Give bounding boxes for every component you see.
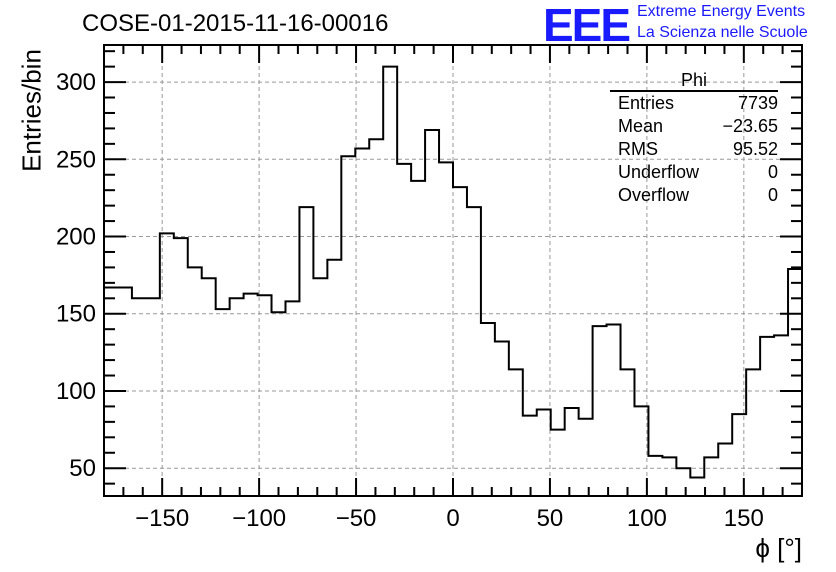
stats-name: Phi <box>610 70 778 92</box>
y-tick-label: 200 <box>56 224 96 251</box>
x-tick-label: 100 <box>627 505 667 532</box>
stats-label: RMS <box>618 139 658 159</box>
stats-row: Underflow 0 <box>610 161 778 184</box>
y-tick-label: 150 <box>56 301 96 328</box>
stats-label: Mean <box>618 116 664 136</box>
x-tick-label: 150 <box>724 505 764 532</box>
y-tick-label: 300 <box>56 69 96 96</box>
x-tick-label: 0 <box>446 505 459 532</box>
stats-row: Entries 7739 <box>610 92 778 115</box>
logo-line2: La Scienza nelle Scuole <box>637 24 808 41</box>
y-tick-label: 100 <box>56 378 96 405</box>
stats-value: 0 <box>767 162 778 182</box>
x-tick-label: −50 <box>336 505 377 532</box>
stats-value: −23.65 <box>722 116 778 136</box>
y-tick-label: 250 <box>56 146 96 173</box>
histogram-line <box>104 65 802 479</box>
stats-label: Underflow <box>618 162 700 182</box>
y-tick-label: 50 <box>69 455 96 482</box>
stats-label: Overflow <box>618 185 690 205</box>
x-tick-label: −150 <box>135 505 189 532</box>
stats-label: Entries <box>618 93 675 113</box>
y-axis-label: Entries/bin <box>16 49 47 172</box>
stats-value: 95.52 <box>732 139 778 159</box>
x-axis-label: ϕ [°] <box>755 533 802 563</box>
stats-value: 0 <box>767 185 778 205</box>
stats-row: RMS 95.52 <box>610 138 778 161</box>
stats-row: Overflow 0 <box>610 184 778 207</box>
stats-box: Phi Entries 7739 Mean −23.65 RMS 95.52 Unde… <box>610 70 778 207</box>
logo-line1: Extreme Energy Events <box>637 3 806 20</box>
stats-value: 7739 <box>737 93 778 113</box>
eee-logo: EEE <box>543 0 631 51</box>
chart-title: COSE-01-2015-11-16-00016 <box>82 10 389 37</box>
x-tick-label: 50 <box>537 505 564 532</box>
x-tick-label: −100 <box>232 505 286 532</box>
stats-row: Mean −23.65 <box>610 115 778 138</box>
